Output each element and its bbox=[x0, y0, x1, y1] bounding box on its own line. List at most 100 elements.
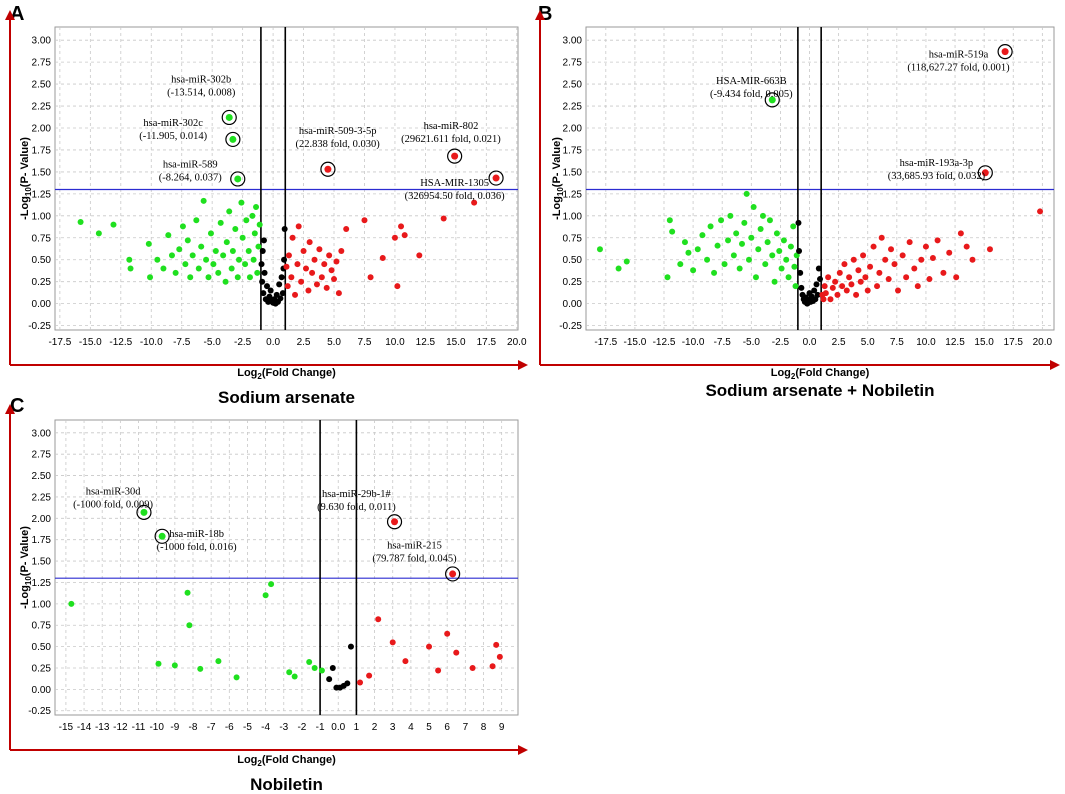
highlight-ring bbox=[320, 161, 336, 177]
downregulated-point bbox=[215, 269, 222, 276]
not-significant-point bbox=[266, 293, 273, 300]
panel-title: Sodium arsenate bbox=[218, 388, 355, 407]
mirna-label: hsa-miR-193a-3p bbox=[900, 158, 974, 169]
y-arrow-head bbox=[5, 10, 15, 20]
upregulated-point bbox=[940, 269, 947, 276]
upregulated-point bbox=[416, 252, 423, 259]
highlight-ring bbox=[977, 165, 993, 181]
upregulated-point bbox=[335, 290, 342, 297]
downregulated-point bbox=[207, 230, 214, 237]
highlight-ring bbox=[488, 170, 504, 186]
downregulated-point bbox=[254, 269, 261, 276]
upregulated-point bbox=[911, 265, 918, 272]
panel-c: C -15 -14 -13 -12 -11 -10 -9 -8 -7 -6 -5 -4 -3 -2 -1 0.… bbox=[5, 395, 528, 794]
highlight-ring bbox=[230, 171, 246, 187]
y-tick-label: 2.50 bbox=[563, 80, 583, 91]
downregulated-point bbox=[212, 247, 219, 254]
upregulated-point bbox=[375, 616, 382, 623]
x-arrow-head bbox=[1050, 360, 1060, 370]
upregulated-point bbox=[489, 663, 496, 670]
upregulated-point bbox=[295, 223, 302, 230]
y-arrow-head bbox=[535, 10, 545, 20]
y-tick-label: 2.25 bbox=[32, 492, 52, 503]
downregulated-point bbox=[704, 256, 711, 263]
upregulated-point bbox=[391, 234, 398, 241]
y-tick-label: 3.00 bbox=[32, 428, 52, 439]
mirna-label: hsa-miR-802 bbox=[424, 121, 479, 132]
mirna-label: hsa-miR-589 bbox=[163, 160, 218, 171]
x-tick-label: -3 bbox=[279, 722, 288, 733]
panel-a: A -17.5 -15.0 -12.5 -10.0 -7.5 -5.0 -2.5 0.0 2.5… bbox=[5, 3, 528, 407]
y-tick-label: 0.25 bbox=[32, 277, 52, 288]
downregulated-point bbox=[234, 274, 241, 281]
x-tick-label: 0.0 bbox=[331, 722, 345, 733]
not-significant-point bbox=[347, 643, 354, 650]
upregulated-point bbox=[435, 667, 442, 674]
panel-title: Sodium arsenate + Nobiletin bbox=[705, 381, 934, 400]
upregulated-point bbox=[289, 234, 296, 241]
y-tick-label: 1.50 bbox=[32, 557, 52, 568]
downregulated-point bbox=[242, 261, 249, 268]
downregulated-point bbox=[189, 252, 196, 259]
y-tick-label: 2.00 bbox=[32, 514, 52, 525]
downregulated-point bbox=[155, 660, 162, 667]
downregulated-point bbox=[793, 252, 800, 259]
x-tick-label: -9 bbox=[170, 722, 179, 733]
downregulated-point bbox=[773, 230, 780, 237]
highlight-point bbox=[234, 175, 242, 183]
downregulated-point bbox=[677, 261, 684, 268]
downregulated-point bbox=[306, 658, 313, 665]
y-tick-label: 2.25 bbox=[563, 102, 583, 113]
downregulated-point bbox=[186, 622, 193, 629]
downregulated-point bbox=[718, 217, 725, 224]
upregulated-point bbox=[953, 274, 960, 281]
downregulated-point bbox=[262, 592, 269, 599]
y-tick-label: 1.75 bbox=[563, 145, 583, 156]
upregulated-point bbox=[298, 278, 305, 285]
x-tick-label: -5.0 bbox=[743, 337, 761, 348]
not-significant-point bbox=[281, 226, 288, 232]
y-arrow-head bbox=[5, 404, 15, 414]
x-tick-label: 6 bbox=[444, 722, 450, 733]
upregulated-point bbox=[379, 254, 386, 261]
x-tick-label: 4 bbox=[408, 722, 414, 733]
x-tick-label: 5 bbox=[426, 722, 432, 733]
downregulated-point bbox=[780, 237, 787, 244]
upregulated-point bbox=[882, 256, 889, 263]
x-tick-label: -15 bbox=[59, 722, 74, 733]
upregulated-point bbox=[323, 284, 330, 291]
downregulated-point bbox=[757, 226, 764, 232]
highlight-point bbox=[229, 135, 237, 143]
y-tick-label: 0.75 bbox=[32, 233, 52, 244]
upregulated-point bbox=[294, 261, 301, 268]
downregulated-point bbox=[741, 219, 748, 226]
highlight-point bbox=[324, 165, 332, 173]
downregulated-point bbox=[197, 665, 204, 672]
y-tick-label: 0.00 bbox=[32, 299, 52, 310]
mirna-label: hsa-miR-509-3-5p bbox=[299, 126, 377, 137]
not-significant-point bbox=[279, 290, 286, 297]
plot-frame bbox=[54, 26, 519, 331]
x-tick-label: -14 bbox=[77, 722, 92, 733]
y-tick-label: 0.25 bbox=[32, 663, 52, 674]
y-tick-label: 0.25 bbox=[563, 277, 583, 288]
downregulated-point bbox=[764, 239, 771, 246]
not-significant-point bbox=[281, 256, 288, 263]
mirna-detail: (9.630 fold, 0.011) bbox=[317, 502, 396, 513]
mirna-label: HSA-MIR-1305 bbox=[420, 178, 489, 189]
y-tick-label: 0.75 bbox=[563, 233, 583, 244]
x-tick-label: -12.5 bbox=[653, 337, 676, 348]
downregulated-point bbox=[730, 252, 737, 259]
not-significant-point bbox=[814, 291, 821, 298]
not-significant-point bbox=[815, 265, 822, 272]
upregulated-point bbox=[876, 269, 883, 276]
upregulated-point bbox=[302, 265, 309, 272]
upregulated-point bbox=[862, 274, 869, 281]
highlight-ring bbox=[445, 566, 461, 582]
y-tick-label: 2.00 bbox=[563, 124, 583, 135]
y-tick-label: 2.50 bbox=[32, 471, 52, 482]
upregulated-point bbox=[825, 274, 832, 281]
mirna-detail: (-1000 fold, 0.009) bbox=[73, 499, 153, 510]
upregulated-point bbox=[311, 256, 318, 263]
x-tick-label: 15.0 bbox=[974, 337, 994, 348]
